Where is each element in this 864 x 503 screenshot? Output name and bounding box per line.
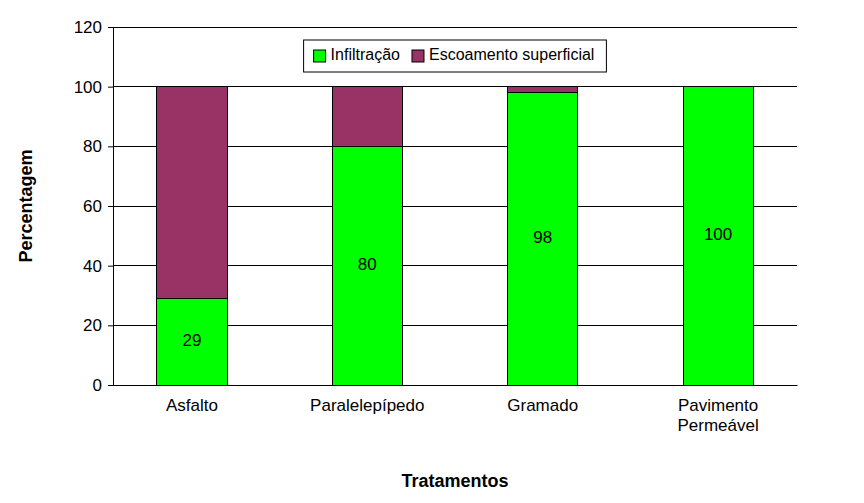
tick-mark	[108, 87, 113, 88]
tick-mark	[108, 27, 113, 28]
x-tick: PavimentoPermeável	[677, 396, 758, 435]
data-label: 80	[358, 255, 377, 274]
tick-label-line: Permeável	[677, 416, 758, 435]
legend-swatch	[314, 50, 326, 62]
y-tick: 40	[83, 257, 113, 276]
legend: Infiltração Escoamento superficial	[304, 40, 607, 72]
bar	[332, 87, 402, 147]
x-axis-title: Tratamentos	[401, 471, 508, 491]
bar	[683, 87, 753, 385]
y-tick: 80	[83, 137, 113, 156]
bar	[332, 146, 402, 385]
axis-line	[114, 385, 798, 386]
series	[157, 87, 753, 385]
y-axis: 0 20 40 60 80 100 120	[74, 18, 114, 395]
tick-label: Gramado	[507, 396, 578, 415]
tick-label-line: Pavimento	[678, 396, 758, 415]
legend-label: Infiltração	[331, 46, 400, 63]
tick-mark	[108, 266, 113, 267]
bar	[157, 87, 227, 299]
tick-label: 40	[83, 257, 102, 276]
tick-mark	[108, 325, 113, 326]
bar	[157, 298, 227, 385]
tick-label: Asfalto	[166, 396, 218, 415]
chart: 29 80 98 100 0 20 40 60 80 100 120 Asfalto Paralelep…	[0, 0, 864, 503]
y-tick: 0	[93, 376, 113, 395]
bar	[683, 86, 753, 87]
plot: 29 80 98 100 0 20 40 60 80 100 120 Asfalto Paralelep…	[74, 18, 798, 435]
legend-item: Escoamento superficial	[412, 46, 594, 63]
y-tick: 20	[83, 316, 113, 335]
tick-label: 60	[83, 197, 102, 216]
legend-item: Infiltração	[314, 46, 400, 63]
bar	[508, 93, 578, 385]
tick-label: 20	[83, 316, 102, 335]
grid	[113, 27, 797, 385]
bar	[508, 87, 578, 93]
x-tick: Gramado	[507, 396, 578, 415]
y-tick: 120	[74, 18, 113, 37]
x-axis: Asfalto Paralelepípedo Gramado PavimentoPer…	[114, 386, 798, 435]
grid-line	[113, 27, 797, 28]
y-tick: 60	[83, 197, 113, 216]
tick-label: Paralelepípedo	[310, 396, 424, 415]
x-tick: Paralelepípedo	[310, 396, 424, 415]
tick-label: PavimentoPermeável	[677, 396, 758, 435]
tick-mark	[108, 206, 113, 207]
legend-swatch	[412, 50, 424, 62]
tick-label: 0	[93, 376, 102, 395]
tick-label: 120	[74, 18, 102, 37]
axis-line	[108, 28, 114, 386]
x-tick: Asfalto	[166, 396, 218, 415]
tick-label: 100	[74, 78, 102, 97]
y-axis-title: Percentagem	[16, 149, 36, 262]
tick-mark	[108, 385, 113, 386]
series	[157, 87, 578, 299]
data-labels: 29 80 98 100	[182, 225, 732, 350]
bars	[157, 87, 753, 385]
legend-box	[304, 40, 607, 72]
data-label: 100	[704, 225, 732, 244]
y-tick: 100	[74, 78, 113, 97]
tick-label: 80	[83, 137, 102, 156]
legend-label: Escoamento superficial	[429, 46, 594, 63]
data-label: 29	[182, 331, 201, 350]
tick-mark	[108, 146, 113, 147]
data-label: 98	[533, 228, 552, 247]
